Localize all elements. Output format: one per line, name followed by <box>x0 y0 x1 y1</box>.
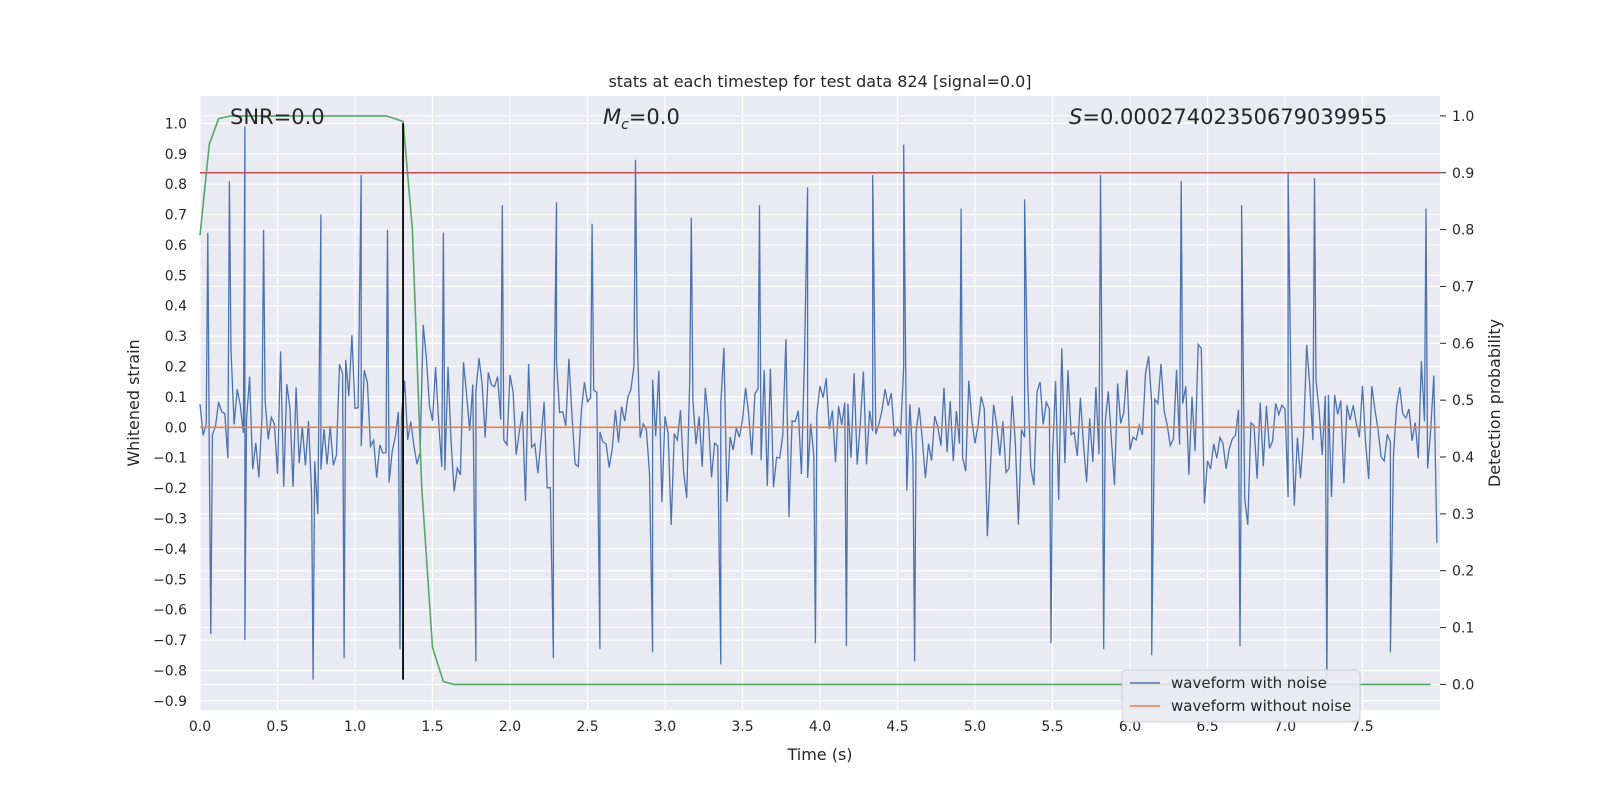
y-left-tick-label-15: −0.5 <box>153 572 187 588</box>
y-left-tick-label-6: 0.4 <box>165 299 187 315</box>
y-left-tick-label-11: −0.1 <box>153 451 187 467</box>
y-left-tick-label-2: 0.8 <box>165 177 187 193</box>
y-right-tick-label-9: 0.1 <box>1452 621 1474 637</box>
mc-value: =0.0 <box>629 105 680 129</box>
y-left-axis-label: Whitened strain <box>124 339 143 466</box>
y-left-tick-label-9: 0.1 <box>165 390 187 406</box>
y-left-tick-label-7: 0.3 <box>165 329 187 345</box>
legend-label-clean: waveform without noise <box>1171 697 1351 715</box>
y-left-tick-label-13: −0.3 <box>153 512 187 528</box>
y-right-tick-label-3: 0.7 <box>1452 279 1474 295</box>
series-detection-probability <box>199 115 1431 686</box>
y-right-tick-labels: 1.0 0.9 0.8 0.7 0.6 0.5 0.4 0.3 0.2 0.1 0.0 <box>1440 109 1474 693</box>
x-tick-label-15: 7.5 <box>1351 719 1373 735</box>
y-right-tick-label-6: 0.4 <box>1452 450 1474 466</box>
y-left-tick-label-10: 0.0 <box>165 420 187 436</box>
x-tick-label-2: 1.0 <box>344 719 366 735</box>
x-tick-label-4: 2.0 <box>499 719 521 735</box>
y-left-tick-label-17: −0.7 <box>153 633 187 649</box>
x-tick-label-1: 0.5 <box>266 719 288 735</box>
x-tick-labels: 0.0 0.5 1.0 1.5 2.0 2.5 3.0 3.5 4.0 4.5 5.0 5.5 6.0 6… <box>189 719 1374 735</box>
x-tick-label-7: 3.5 <box>731 719 753 735</box>
x-tick-label-6: 3.0 <box>654 719 676 735</box>
y-left-tick-label-0: 1.0 <box>165 116 187 132</box>
mc-subscript: c <box>621 117 629 133</box>
x-tick-label-13: 6.5 <box>1196 719 1218 735</box>
y-right-tick-label-10: 0.0 <box>1452 677 1474 693</box>
series-waveform-with-noise <box>199 126 1438 686</box>
legend-box <box>1121 669 1361 723</box>
detection-probability-line <box>199 115 1431 686</box>
y-right-tick-label-7: 0.3 <box>1452 507 1474 523</box>
x-tick-label-12: 6.0 <box>1119 719 1141 735</box>
legend-label-noise: waveform with noise <box>1171 674 1327 692</box>
x-tick-label-5: 2.5 <box>576 719 598 735</box>
x-tick-label-3: 1.5 <box>421 719 443 735</box>
legend: waveform with noise waveform without noi… <box>1121 669 1361 723</box>
x-tick-label-14: 7.0 <box>1274 719 1296 735</box>
x-tick-label-8: 4.0 <box>809 719 831 735</box>
s-symbol: S <box>1069 105 1082 129</box>
y-left-tick-labels: 1.0 0.9 0.8 0.7 0.6 0.5 0.4 0.3 0.2 0.1 0.0 −0.1 −0.… <box>153 116 187 710</box>
y-left-tick-label-12: −0.2 <box>153 481 187 497</box>
y-left-tick-label-4: 0.6 <box>165 238 187 254</box>
y-left-tick-label-14: −0.4 <box>153 542 187 558</box>
y-right-tick-label-1: 0.9 <box>1452 166 1474 182</box>
noise-waveform-line <box>199 126 1438 686</box>
x-tick-label-9: 4.5 <box>886 719 908 735</box>
mc-symbol: M <box>603 105 621 129</box>
y-left-tick-label-18: −0.8 <box>153 663 187 679</box>
mc-annotation: Mc=0.0 <box>603 105 680 133</box>
y-right-tick-label-2: 0.8 <box>1452 223 1474 239</box>
x-tick-label-11: 5.5 <box>1041 719 1063 735</box>
x-tick-label-10: 5.0 <box>964 719 986 735</box>
x-tick-label-0: 0.0 <box>189 719 211 735</box>
s-annotation: S=0.00027402350679039955 <box>1069 105 1387 129</box>
snr-annotation: SNR=0.0 <box>230 105 325 129</box>
y-right-tick-label-5: 0.5 <box>1452 393 1474 409</box>
chart-title: stats at each timestep for test data 824… <box>608 72 1031 91</box>
y-left-tick-label-8: 0.2 <box>165 360 187 376</box>
y-left-tick-label-19: −0.9 <box>153 694 187 710</box>
y-left-tick-label-1: 0.9 <box>165 147 187 163</box>
y-right-axis-label: Detection probability <box>1485 319 1504 487</box>
y-right-tick-label-8: 0.2 <box>1452 564 1474 580</box>
y-left-tick-label-5: 0.5 <box>165 268 187 284</box>
y-right-tick-label-0: 1.0 <box>1452 109 1474 125</box>
s-value: =0.00027402350679039955 <box>1082 105 1387 129</box>
x-axis-label: Time (s) <box>786 745 852 764</box>
y-left-tick-label-3: 0.7 <box>165 208 187 224</box>
y-right-tick-label-4: 0.6 <box>1452 336 1474 352</box>
y-left-tick-label-16: −0.6 <box>153 603 187 619</box>
